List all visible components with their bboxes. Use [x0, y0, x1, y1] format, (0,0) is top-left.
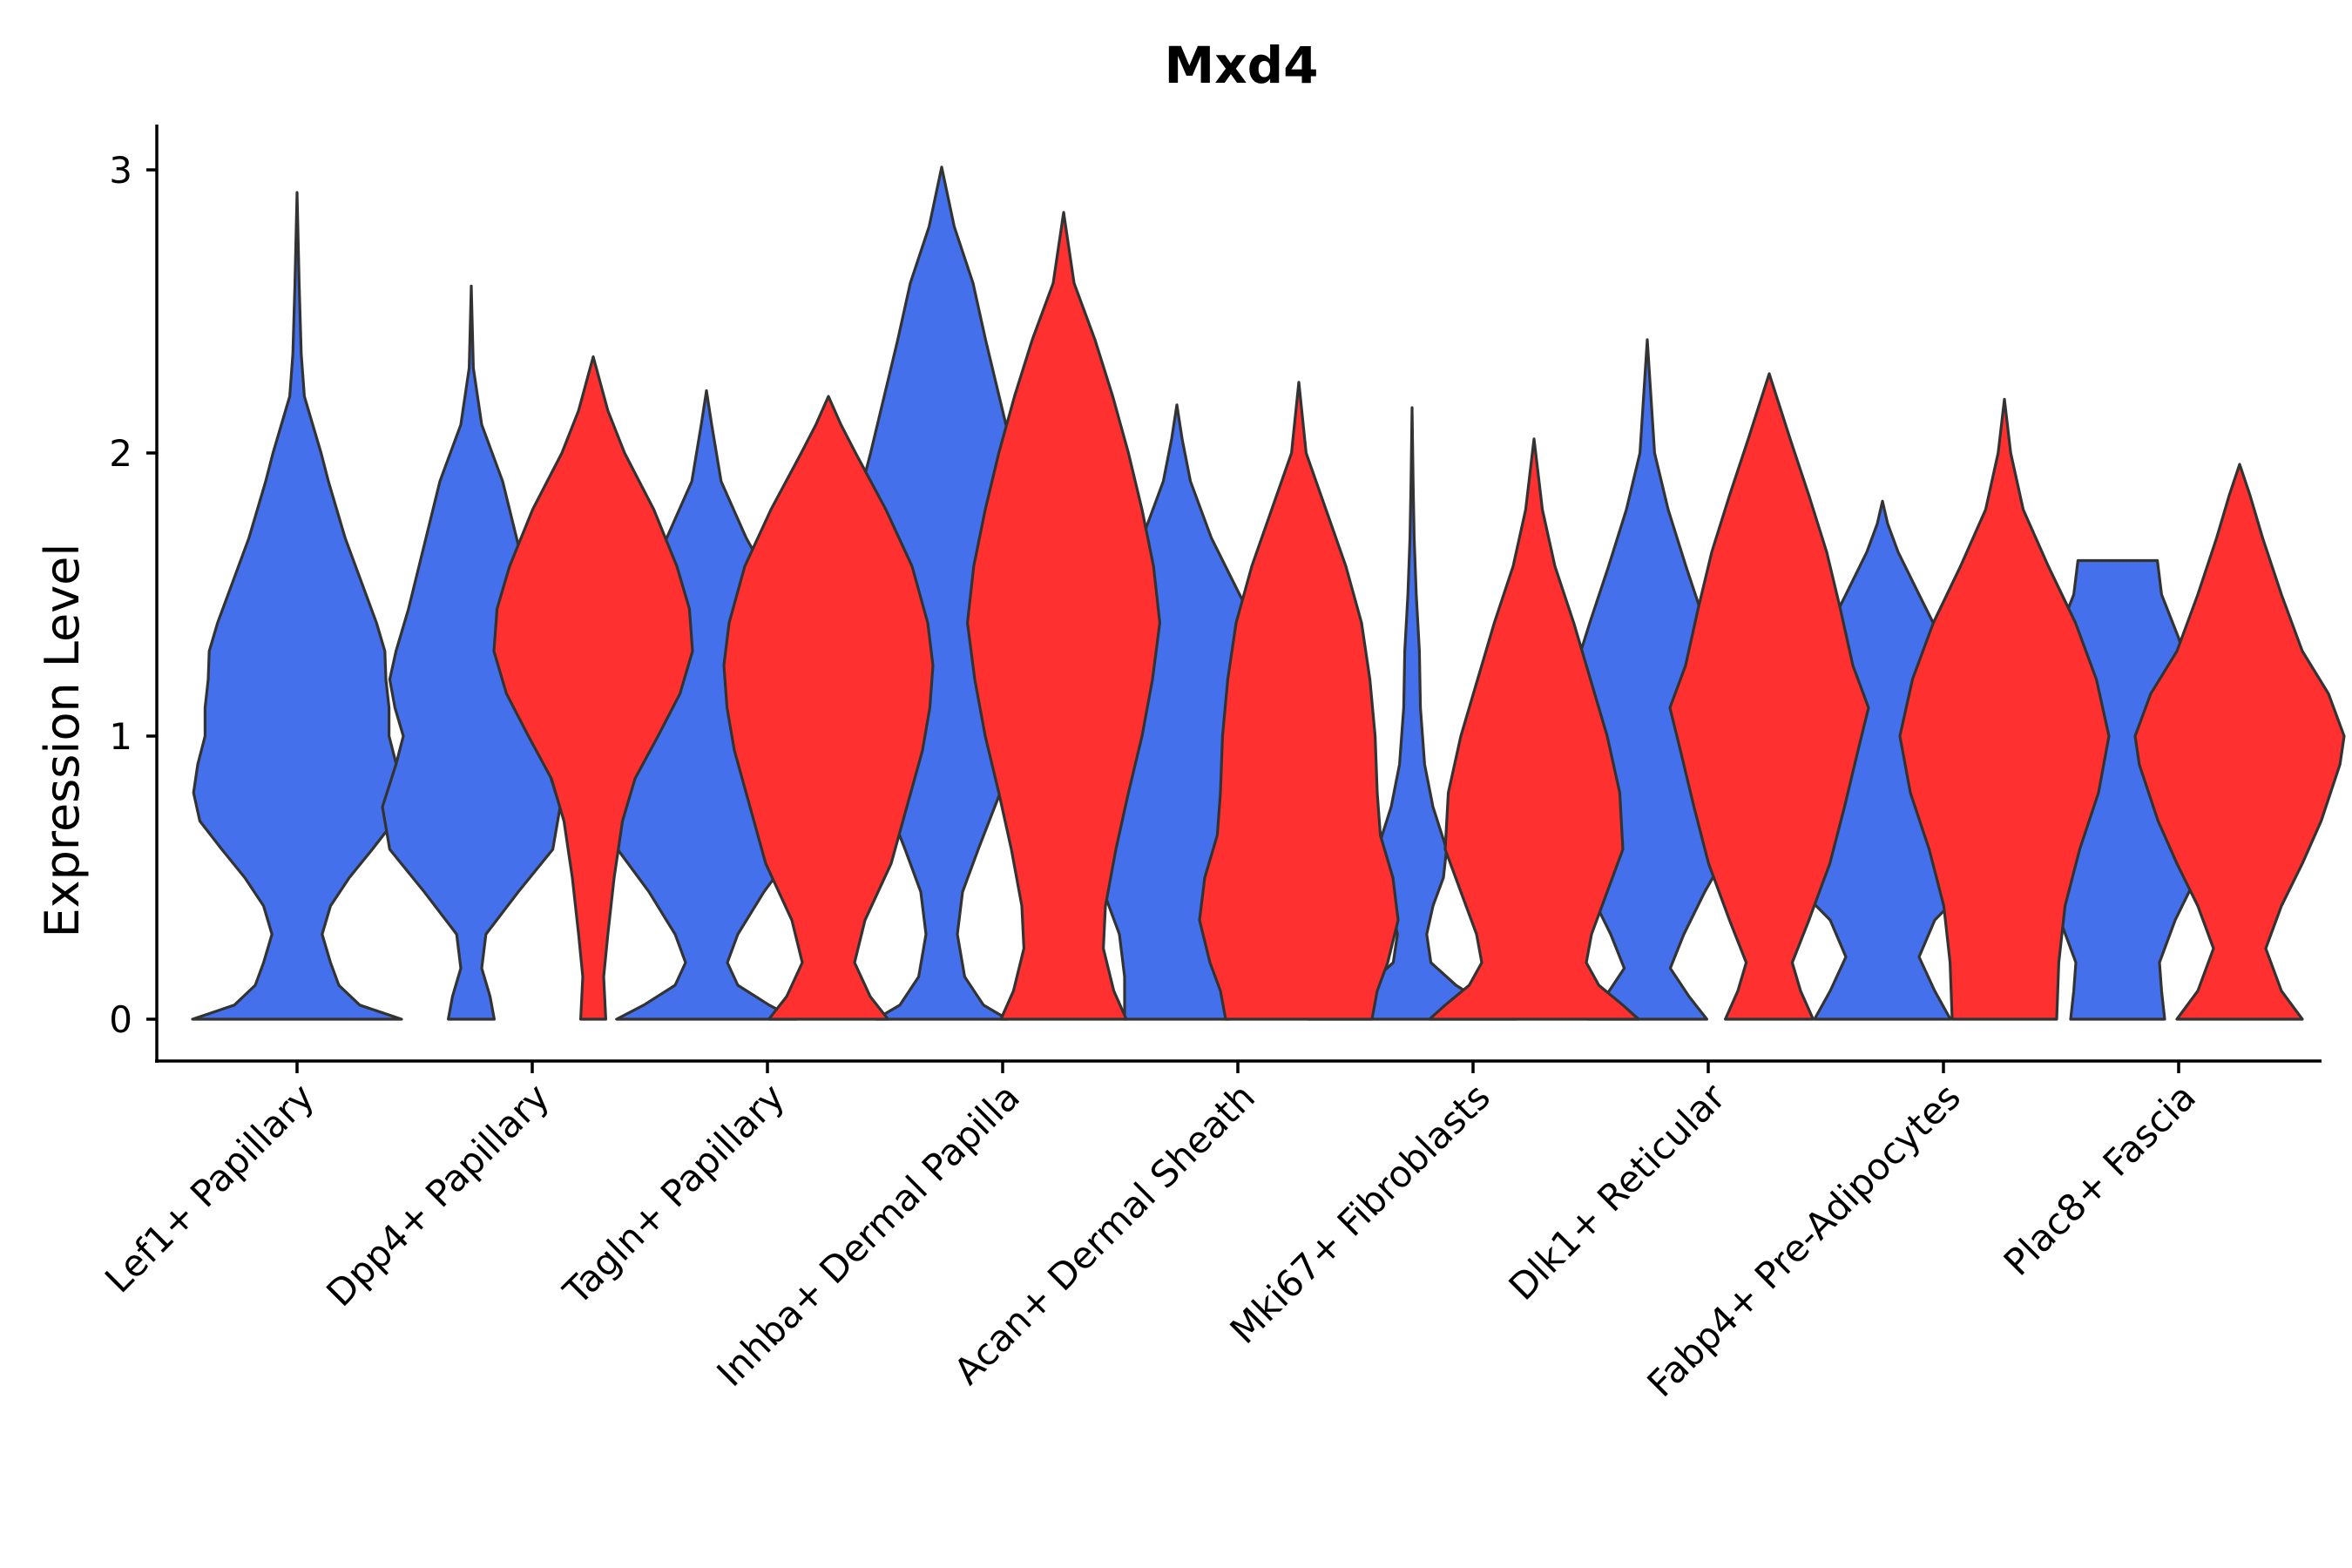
- chart-title: Mxd4: [1164, 36, 1318, 95]
- violin-group2-fabp4-pre-adipocytes: [1898, 397, 2111, 1021]
- y-tick-label: 0: [109, 998, 132, 1041]
- violin-group2-inhba-dermal-papilla: [966, 211, 1161, 1021]
- y-tick-label: 3: [109, 149, 132, 192]
- x-tick-label-tagln-papillary: Tagln+ Papillary: [555, 1075, 793, 1313]
- x-tick-label-mki67-fibroblasts: Mki67+ Fibroblasts: [1222, 1075, 1498, 1351]
- violin-group2-acan-dermal-sheath: [1198, 381, 1400, 1021]
- y-ticks: 0 1 2 3: [109, 149, 157, 1041]
- violin-group2-mki67-fibroblasts: [1428, 437, 1640, 1021]
- y-tick-label: 1: [109, 715, 132, 758]
- violin-group2-dpp4-papillary: [492, 355, 694, 1021]
- x-tick-label-dpp4-papillary: Dpp4+ Papillary: [318, 1075, 558, 1315]
- x-tick-label-dlk1-reticular: Dlk1+ Reticular: [1501, 1075, 1734, 1308]
- y-axis-label: Expression Level: [35, 544, 90, 938]
- x-tick-label-lef1-papillary: Lef1+ Papillary: [97, 1075, 322, 1301]
- y-tick-label: 2: [109, 432, 132, 475]
- violin-group1-lef1-papillary: [191, 191, 403, 1021]
- violins-layer: [191, 166, 2346, 1021]
- violin-group2-dlk1-reticular: [1668, 372, 1870, 1021]
- violin-group2-plac8-fascia: [2133, 463, 2346, 1021]
- violin-group2-tagln-papillary: [722, 395, 935, 1021]
- x-tick-label-plac8-fascia: Plac8+ Fascia: [1996, 1075, 2204, 1283]
